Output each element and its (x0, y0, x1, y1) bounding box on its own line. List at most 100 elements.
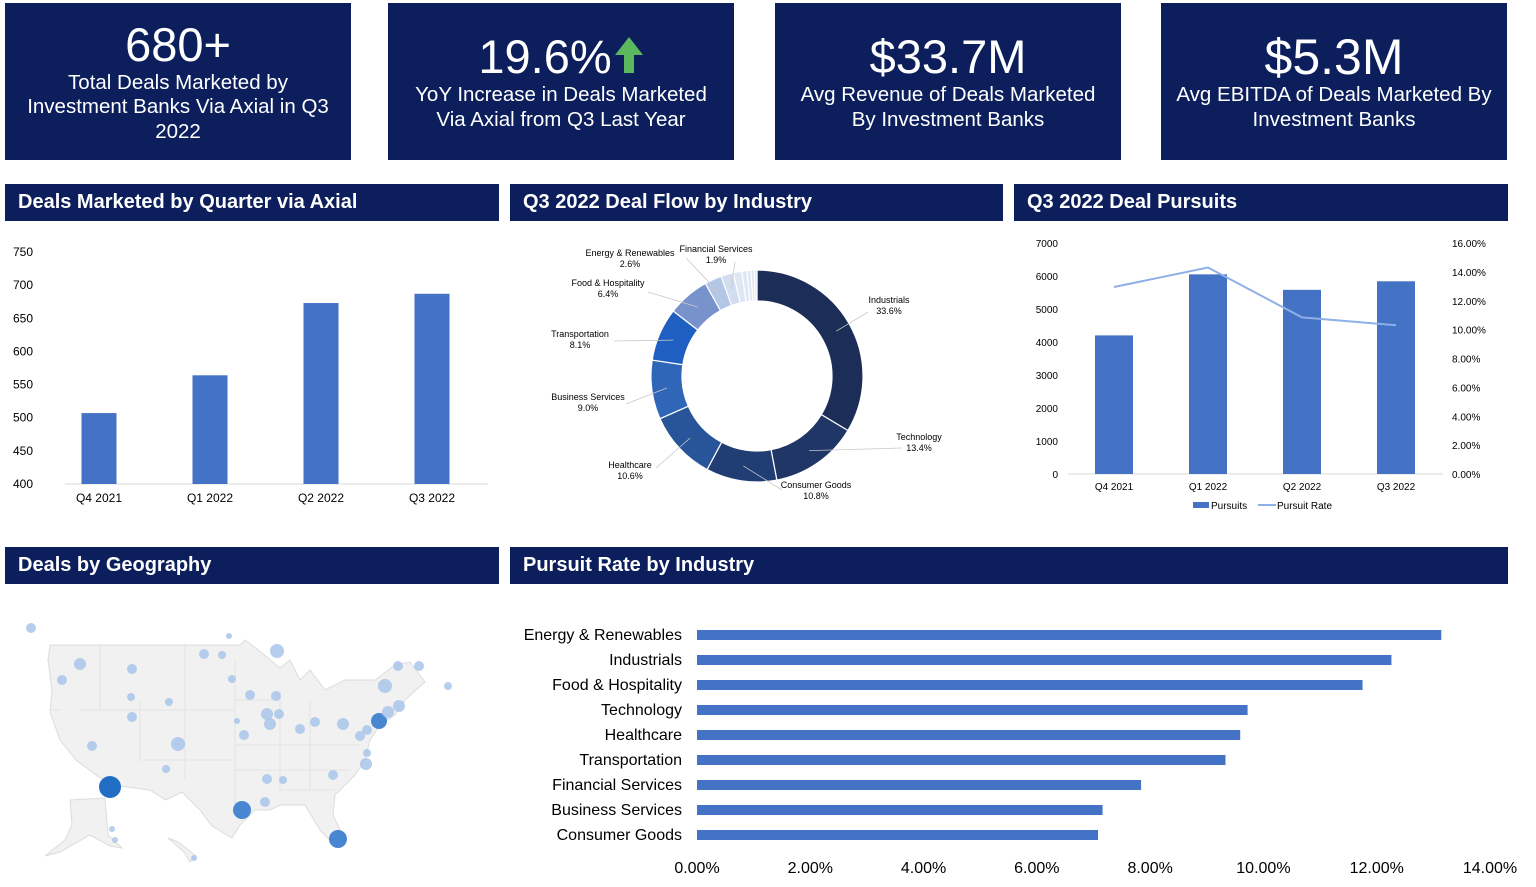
leader-line (743, 465, 783, 491)
location-bubble (271, 691, 281, 701)
bar (81, 413, 117, 484)
slice-percent: 33.6% (876, 306, 902, 316)
section-header-deals-by-quarter: Deals Marketed by Quarter via Axial (5, 184, 499, 221)
donut-slice (746, 269, 754, 302)
leader-line (809, 447, 903, 452)
y2-tick-label: 0.00% (1452, 470, 1480, 481)
location-bubble (218, 651, 226, 659)
location-bubble (171, 737, 185, 751)
x-tick-label: Q3 2022 (409, 491, 455, 505)
y2-tick-label: 8.00% (1452, 355, 1480, 366)
y-tick-label: 7000 (1036, 239, 1059, 250)
bar (697, 680, 1363, 690)
location-bubble (274, 709, 284, 719)
kpi-label: Total Deals Marketed by Investment Banks… (27, 70, 329, 143)
bar (697, 705, 1248, 715)
location-bubble (393, 661, 403, 671)
category-label: Food & Hospitality (552, 677, 682, 694)
slice-percent: 8.1% (570, 340, 591, 350)
bar (697, 655, 1392, 665)
slice-percent: 6.4% (598, 289, 619, 299)
location-bubble (127, 664, 137, 674)
x-tick-label: Q4 2021 (1095, 482, 1134, 493)
slice-label: Technology (896, 432, 942, 442)
category-label: Financial Services (552, 777, 682, 794)
kpi-label: Avg EBITDA of Deals Marketed By Investme… (1176, 83, 1492, 131)
x-tick-label: 4.00% (901, 860, 946, 877)
category-label: Healthcare (605, 727, 682, 744)
donut-slice (756, 269, 864, 432)
location-bubble (228, 675, 236, 683)
bar (1189, 274, 1227, 474)
y-tick-label: 4000 (1036, 338, 1059, 349)
x-tick-label: 8.00% (1127, 860, 1172, 877)
bar (697, 830, 1099, 840)
location-bubble (328, 770, 338, 780)
y2-tick-label: 16.00% (1452, 239, 1486, 250)
legend-label: Pursuit Rate (1277, 501, 1332, 512)
location-bubble (226, 633, 232, 639)
location-bubble (264, 718, 276, 730)
kpi-value: $33.7M (869, 30, 1027, 83)
donut-slice (732, 270, 747, 304)
bar (697, 630, 1442, 640)
slice-label: Financial Services (679, 244, 753, 254)
donut-slice (706, 441, 778, 483)
location-bubble (162, 765, 170, 773)
location-bubble (127, 693, 135, 701)
location-bubble (270, 644, 284, 658)
location-bubble (260, 797, 270, 807)
y2-tick-label: 2.00% (1452, 441, 1480, 452)
arrow-up-icon (614, 37, 643, 73)
y-tick-label: 6000 (1036, 272, 1059, 283)
leader-line (655, 437, 691, 469)
y-tick-label: 550 (13, 378, 33, 392)
location-bubble (414, 661, 424, 671)
bar (414, 293, 450, 484)
x-tick-label: 0.00% (674, 860, 719, 877)
category-label: Energy & Renewables (524, 627, 682, 644)
bar (1283, 289, 1321, 474)
category-label: Technology (601, 702, 682, 719)
location-bubble (262, 774, 272, 784)
y-tick-label: 1000 (1036, 437, 1059, 448)
location-bubble (109, 826, 115, 832)
y-tick-label: 400 (13, 477, 33, 491)
y-tick-label: 3000 (1036, 371, 1059, 382)
y-tick-label: 500 (13, 411, 33, 425)
donut-slice (659, 405, 723, 471)
section-header-pursuit-rate: Pursuit Rate by Industry (510, 547, 1508, 584)
donut-slice (753, 269, 758, 302)
section-header-deal-flow: Q3 2022 Deal Flow by Industry (510, 184, 1003, 221)
leader-line (647, 291, 698, 308)
location-bubble (165, 698, 173, 706)
kpi-value: 680+ (125, 17, 231, 71)
category-label: Industrials (609, 652, 682, 669)
kpi-label: Avg Revenue of Deals Marketed By Investm… (800, 83, 1096, 131)
legend-swatch-pursuits (1193, 502, 1209, 508)
x-tick-label: Q1 2022 (1189, 482, 1228, 493)
bar (697, 755, 1226, 765)
y-tick-label: 750 (13, 245, 33, 259)
donut-slice (741, 269, 751, 303)
section-header-deal-pursuits: Q3 2022 Deal Pursuits (1014, 184, 1508, 221)
x-tick-label: Q3 2022 (1377, 482, 1416, 493)
location-bubble (199, 649, 209, 659)
location-bubble (99, 776, 121, 798)
slice-label: Consumer Goods (781, 480, 852, 490)
donut-slice (650, 359, 690, 420)
x-tick-label: Q1 2022 (187, 491, 233, 505)
bar (303, 303, 339, 484)
slice-label: Industrials (868, 295, 910, 305)
category-label: Business Services (551, 802, 682, 819)
location-bubble (245, 690, 255, 700)
x-tick-label: 2.00% (788, 860, 833, 877)
y-tick-label: 2000 (1036, 404, 1059, 415)
location-bubble (360, 758, 372, 770)
location-bubble (329, 830, 347, 848)
y2-tick-label: 12.00% (1452, 297, 1486, 308)
bar (192, 375, 228, 484)
bar (1377, 281, 1415, 474)
donut-slice (770, 413, 849, 481)
leader-line (625, 387, 667, 405)
